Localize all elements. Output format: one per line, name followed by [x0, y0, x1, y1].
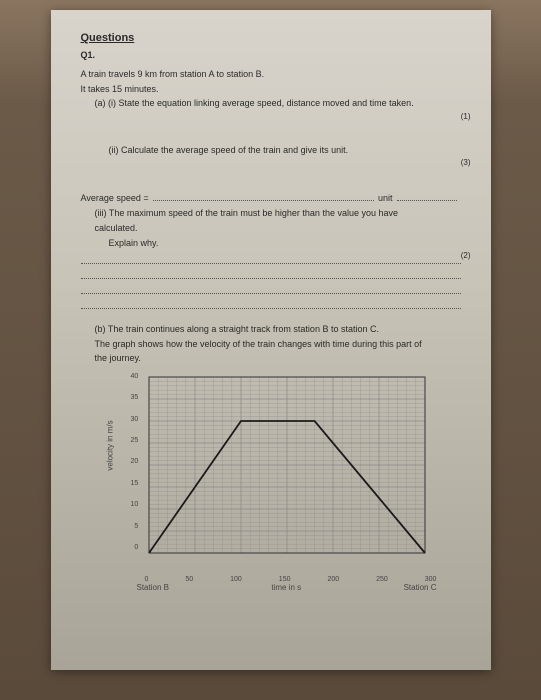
- heading: Questions: [81, 32, 461, 44]
- part-a-iii-1: (iii) The maximum speed of the train mus…: [95, 207, 461, 220]
- chart-svg: [111, 371, 431, 571]
- part-b-2: The graph shows how the velocity of the …: [95, 338, 461, 351]
- ytick: 35: [131, 394, 139, 401]
- part-a-ii: (ii) Calculate the average speed of the …: [109, 144, 461, 157]
- unit-label: unit: [378, 193, 393, 203]
- ytick: 25: [131, 437, 139, 444]
- answer-line-4: [81, 298, 461, 309]
- ytick: 5: [134, 523, 138, 530]
- xtick: 0: [145, 576, 149, 583]
- xtick: 300: [425, 576, 437, 583]
- x-tick-labels: 0 50 100 150 200 250 300: [145, 576, 437, 583]
- velocity-chart: velocity in m/s 40 35 30 25 20 15 10 5 0…: [111, 371, 431, 581]
- question-number: Q1.: [81, 50, 461, 60]
- y-axis-label: velocity in m/s: [105, 420, 114, 470]
- answer-line-3: [81, 283, 461, 294]
- marks-3: (3): [461, 158, 471, 167]
- part-a-iii-2: calculated.: [95, 222, 461, 235]
- xtick: 200: [327, 576, 339, 583]
- xtick: 50: [185, 576, 193, 583]
- x-axis-label: time in s: [271, 583, 301, 592]
- xtick: 250: [376, 576, 388, 583]
- station-b-label: Station B: [137, 583, 169, 592]
- station-labels: Station B time in s Station C: [137, 583, 437, 592]
- part-a-i: (a) (i) State the equation linking avera…: [95, 97, 461, 110]
- xtick: 100: [230, 576, 242, 583]
- marks-1: (1): [461, 112, 471, 121]
- ytick: 30: [131, 416, 139, 423]
- unit-fill-line: [397, 192, 457, 201]
- part-a-iii-3: Explain why.: [109, 237, 461, 250]
- ytick: 10: [131, 501, 139, 508]
- avg-label: Average speed =: [81, 193, 149, 203]
- avg-fill-line: [153, 192, 374, 201]
- part-b-3: the journey.: [95, 352, 461, 365]
- answer-line-2: [81, 268, 461, 279]
- ytick: 0: [134, 544, 138, 551]
- intro-line-1: A train travels 9 km from station A to s…: [81, 68, 461, 81]
- station-c-label: Station C: [404, 583, 437, 592]
- answer-line-1: [81, 253, 461, 264]
- marks-2: (2): [461, 251, 471, 260]
- worksheet-paper: Questions Q1. A train travels 9 km from …: [51, 10, 491, 670]
- ytick: 40: [131, 373, 139, 380]
- xtick: 150: [279, 576, 291, 583]
- intro-line-2: It takes 15 minutes.: [81, 83, 461, 96]
- y-tick-labels: 40 35 30 25 20 15 10 5 0: [131, 373, 139, 551]
- ytick: 20: [131, 458, 139, 465]
- part-b-1: (b) The train continues along a straight…: [95, 323, 461, 336]
- ytick: 15: [131, 480, 139, 487]
- average-speed-row: Average speed = unit: [81, 192, 461, 203]
